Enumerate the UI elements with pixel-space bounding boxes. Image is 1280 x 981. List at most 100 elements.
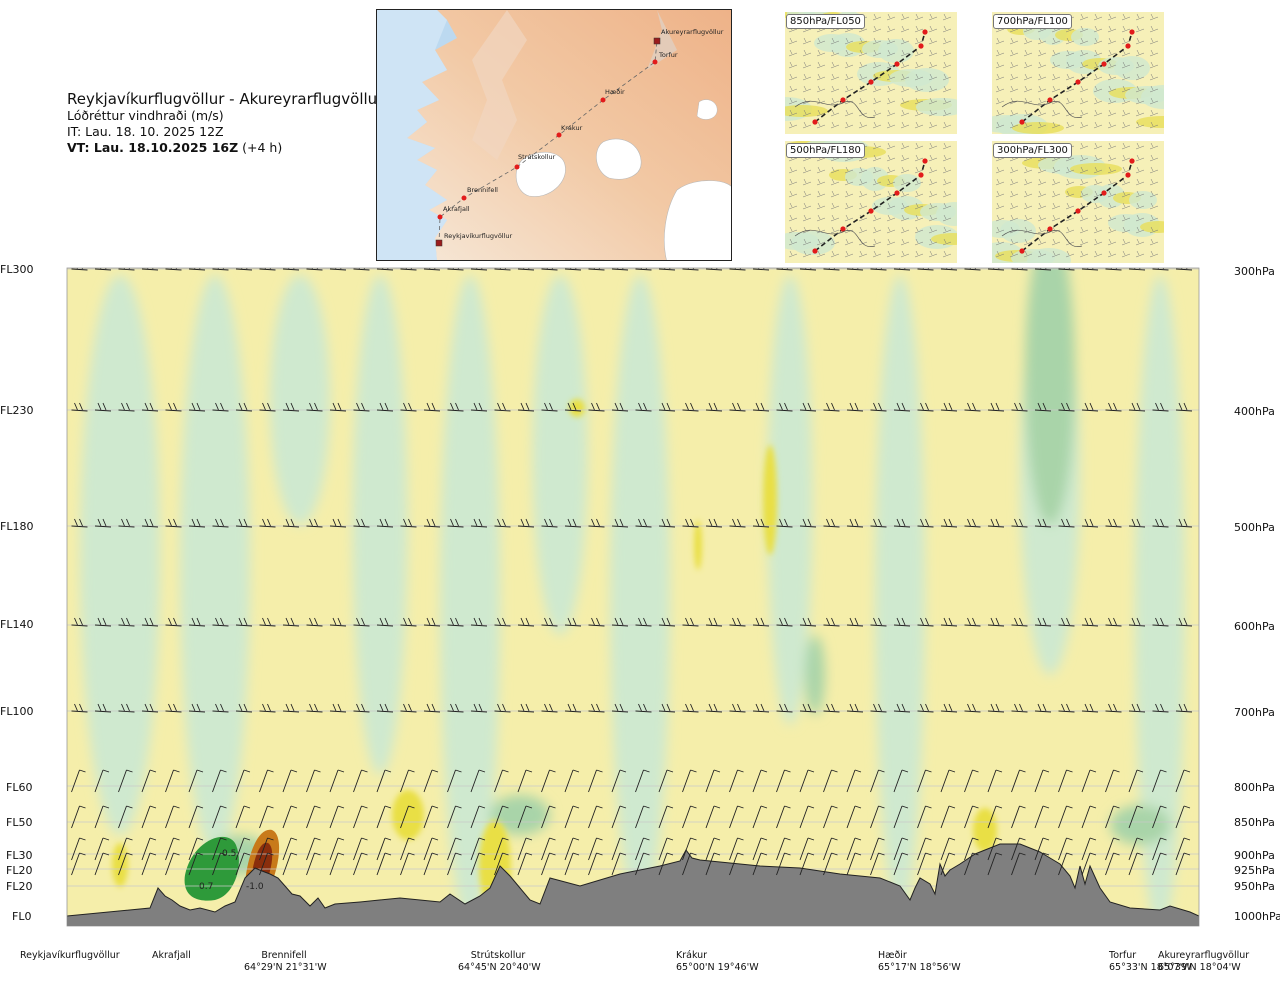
mini-map-850: 850hPa/FL050 <box>785 12 957 134</box>
wind-barb <box>447 852 462 876</box>
wind-barb <box>541 268 558 271</box>
wind-barb <box>705 617 723 627</box>
wind-barb <box>235 769 251 793</box>
wind-barb <box>353 703 370 713</box>
wind-barb <box>682 703 699 713</box>
wind-barb <box>776 402 793 412</box>
wind-barb <box>940 837 956 861</box>
wind-barb <box>682 852 697 876</box>
wind-barb <box>752 617 770 627</box>
y-label-950hpa: 950hPa <box>1234 880 1275 893</box>
wind-barb <box>447 837 462 861</box>
y-label-600hpa: 600hPa <box>1234 620 1275 633</box>
wind-barb <box>635 769 650 793</box>
wind-barb <box>729 402 746 412</box>
x-location-strutskollur: Strútskollur 64°45'N 20°40'W <box>458 950 541 974</box>
wind-barb <box>823 402 840 412</box>
wind-barb <box>1105 402 1122 412</box>
wind-barb <box>564 769 580 793</box>
wind-barb <box>658 852 674 876</box>
wind-barb <box>987 518 1005 528</box>
wind-barb <box>705 805 721 829</box>
wind-barb <box>165 852 180 876</box>
terrain-profile <box>67 843 1199 926</box>
x-location-brennifell-name: Brennifell <box>261 950 307 961</box>
wind-barb <box>1081 837 1097 861</box>
x-location-haedir-coord: 65°17'N 18°56'W <box>878 962 961 973</box>
wind-barb <box>588 805 603 829</box>
mini-map-300: 300hPa/FL300 <box>992 141 1164 263</box>
wind-barb <box>1058 518 1075 528</box>
wind-barb <box>1081 402 1099 412</box>
wind-barb <box>188 703 206 713</box>
wind-barb <box>71 805 86 829</box>
wind-barb <box>987 268 1005 271</box>
wind-barb <box>376 769 392 793</box>
wind-barb <box>188 837 204 861</box>
wind-barb <box>400 805 415 829</box>
wind-barb <box>682 402 699 412</box>
wind-barb <box>846 703 864 713</box>
x-location-brennifell-coord: 64°29'N 21°31'W <box>244 962 327 973</box>
wind-barb <box>635 402 652 412</box>
y-label-400hpa: 400hPa <box>1234 405 1275 418</box>
wind-barb <box>917 703 934 713</box>
wind-barb <box>376 805 392 829</box>
mini-map-700: 700hPa/FL100 <box>992 12 1164 134</box>
wind-barb <box>776 268 793 271</box>
x-location-krakur-coord: 65°00'N 19°46'W <box>676 962 759 973</box>
wind-barb <box>729 837 744 861</box>
wind-barb <box>329 617 347 627</box>
y-label-fl20b: FL20 <box>6 880 33 893</box>
wind-barb <box>611 703 629 713</box>
wind-barb <box>259 703 276 713</box>
wind-barb <box>353 769 368 793</box>
wind-barb <box>870 769 885 793</box>
wind-barb <box>611 617 629 627</box>
wind-barb <box>353 837 368 861</box>
wind-barb <box>1105 837 1120 861</box>
wind-barb <box>1152 805 1167 829</box>
x-location-haedir: Hæðir 65°17'N 18°56'W <box>878 950 961 974</box>
mini-map-850-graphic <box>785 12 957 134</box>
wind-barb <box>541 769 556 793</box>
wind-barb <box>282 617 300 627</box>
wind-barb <box>752 852 768 876</box>
wind-barb <box>729 268 746 271</box>
wind-barb <box>964 837 979 861</box>
valid-offset: (+4 h) <box>238 140 283 155</box>
wind-barb <box>658 617 676 627</box>
wind-barb <box>1058 852 1073 876</box>
wind-barb <box>1152 518 1169 528</box>
wind-barb <box>705 837 721 861</box>
wind-barb <box>611 268 629 271</box>
wind-barb <box>1034 852 1050 876</box>
wind-barb <box>165 268 182 271</box>
y-label-500hpa: 500hPa <box>1234 521 1275 534</box>
wind-barb <box>1128 805 1144 829</box>
wind-barb <box>306 402 323 412</box>
mini-map-300-graphic <box>992 141 1164 263</box>
wind-barb <box>752 402 770 412</box>
wind-barb <box>423 617 441 627</box>
plot-frame <box>66 267 1200 927</box>
wind-barb <box>776 805 791 829</box>
wind-barb <box>658 402 676 412</box>
wind-barb <box>235 518 253 528</box>
wind-barb <box>1175 837 1191 861</box>
wind-barb <box>1128 769 1144 793</box>
wind-barb <box>799 402 817 412</box>
wind-barb <box>1034 402 1052 412</box>
wind-barb <box>729 703 746 713</box>
wind-barb <box>447 703 464 713</box>
wind-barb <box>564 805 580 829</box>
wind-barb <box>470 805 486 829</box>
wind-barb <box>705 852 721 876</box>
wind-barb <box>494 837 509 861</box>
wind-barb <box>893 518 911 528</box>
wind-barb <box>141 852 157 876</box>
wind-barb <box>376 703 394 713</box>
wind-barb <box>987 852 1003 876</box>
wind-barb <box>729 769 744 793</box>
wind-barb <box>423 837 439 861</box>
